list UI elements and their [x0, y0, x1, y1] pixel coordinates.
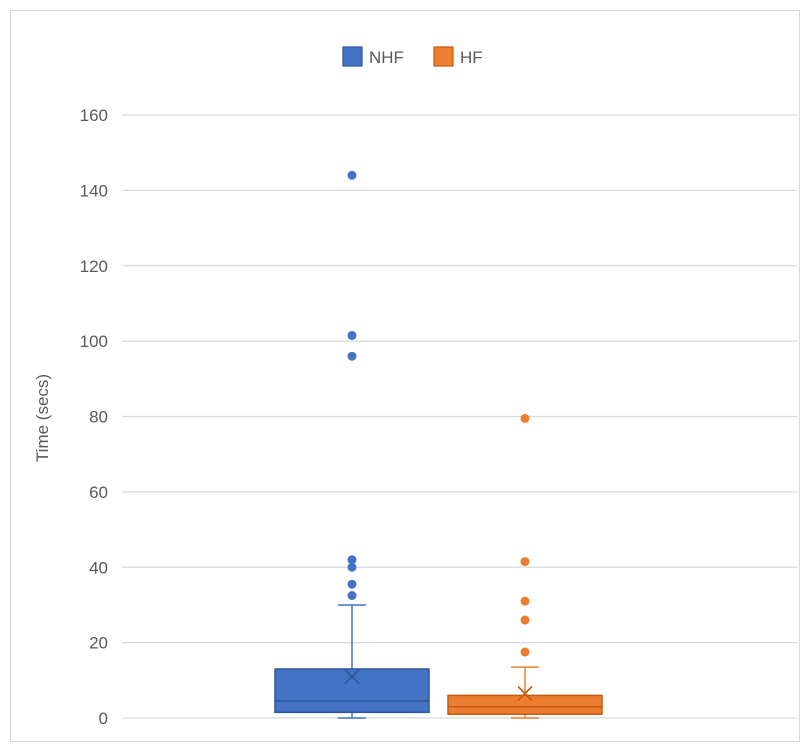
outlier-point — [520, 557, 530, 567]
y-tick-label: 60 — [89, 483, 108, 502]
y-tick-label: 140 — [80, 181, 108, 200]
legend-swatch-nhf — [342, 46, 363, 67]
legend-swatch-hf — [433, 46, 454, 67]
mean-marker — [517, 685, 533, 702]
outlier-point — [347, 555, 357, 565]
y-tick-label: 40 — [89, 558, 108, 577]
outlier-point — [520, 647, 530, 657]
outlier-point — [347, 170, 357, 180]
box-nhf — [274, 170, 430, 719]
outlier-point — [347, 579, 357, 589]
y-tick-label: 80 — [89, 408, 108, 427]
outlier-point — [347, 562, 357, 572]
legend-label-nhf: NHF — [369, 48, 404, 67]
outlier-point — [347, 351, 357, 361]
y-tick-label: 20 — [89, 634, 108, 653]
legend: NHF HF — [342, 46, 483, 67]
y-axis-label: Time (secs) — [33, 374, 52, 462]
y-tick-label: 120 — [80, 257, 108, 276]
outlier-point — [520, 615, 530, 625]
chart-frame — [10, 10, 800, 742]
outlier-point — [520, 596, 530, 606]
y-tick-label: 0 — [99, 709, 108, 728]
box-hf — [447, 413, 603, 719]
mean-marker — [344, 668, 360, 685]
y-tick-label: 160 — [80, 106, 108, 125]
outlier-point — [347, 330, 357, 340]
legend-label-hf: HF — [460, 48, 483, 67]
iqr-box — [447, 694, 603, 715]
outlier-point — [520, 413, 530, 423]
outlier-point — [347, 591, 357, 601]
y-axis: 0 20 40 60 80 100 120 140 160 — [80, 106, 108, 728]
boxes — [274, 170, 603, 719]
y-tick-label: 100 — [80, 332, 108, 351]
gridlines — [122, 114, 797, 719]
